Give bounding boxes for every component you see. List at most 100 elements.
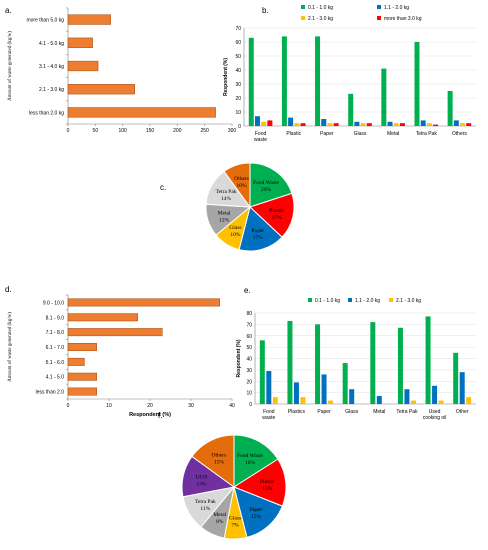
bar-b xyxy=(393,123,399,126)
category-label-b: Others xyxy=(452,131,468,137)
legend-swatch-e xyxy=(389,298,393,302)
bar-b xyxy=(267,120,273,126)
bar-e xyxy=(287,320,293,404)
slice-value-f: 15% xyxy=(251,514,262,520)
y-tick-label-b: 0 xyxy=(238,124,241,130)
y-axis-title-d: Amount of waste generated (kg/w) xyxy=(8,312,13,382)
y-tick-label-b: 10 xyxy=(235,110,241,116)
bar-b xyxy=(327,123,333,126)
category-label-b: Metal xyxy=(387,131,399,137)
x-tick-label-a: 100 xyxy=(118,128,127,134)
category-label-e: Tetra Pak xyxy=(396,409,418,415)
legend-swatch-e xyxy=(348,298,352,302)
category-label-e: Plastics xyxy=(288,409,306,415)
bar-b xyxy=(460,123,466,126)
pie-slice-c xyxy=(238,206,283,252)
pie-slice-c xyxy=(223,162,251,209)
slice-value-c: 17% xyxy=(272,215,283,221)
panel-label-b: b. xyxy=(262,6,269,15)
category-label-e: cooking oil xyxy=(423,415,447,421)
slice-label-f: UCO xyxy=(196,475,208,481)
legend-label-b: 1.1 - 2.0 kg xyxy=(384,5,409,11)
category-label-a: 3.1 - 4.0 kg xyxy=(39,64,64,70)
bar-b xyxy=(466,123,472,126)
category-label-d: less than 2.0 xyxy=(36,390,65,396)
x-tick-label-a: 50 xyxy=(93,128,99,134)
bar-b xyxy=(321,119,327,126)
category-label-e: Glass xyxy=(345,409,358,415)
bar-b xyxy=(360,123,366,126)
panel-label-a: a. xyxy=(5,6,12,15)
category-label-d: 6.1 - 7.0 xyxy=(46,345,65,351)
y-axis-title-a: Amount of waste generated (kg/w) xyxy=(8,31,13,101)
bar-a xyxy=(67,107,216,118)
y-tick-label-e: 30 xyxy=(246,368,252,374)
y-tick-label-e: 0 xyxy=(249,402,252,408)
bar-a xyxy=(67,14,111,25)
panel-label-d: d. xyxy=(5,285,12,294)
category-label-b: Tetra Pak xyxy=(416,131,438,137)
legend-label-e: 1.1 - 2.0 kg xyxy=(355,298,380,304)
panel-label-f: f. xyxy=(158,411,162,420)
bar-b xyxy=(381,68,387,126)
y-tick-label-e: 60 xyxy=(246,334,252,340)
bar-e xyxy=(438,400,444,404)
bar-b xyxy=(447,91,453,126)
y-tick-label-e: 80 xyxy=(246,311,252,317)
category-label-d: 5.1 - 6.0 xyxy=(46,360,65,366)
slice-label-c: Metal xyxy=(218,210,231,216)
y-tick-label-e: 10 xyxy=(246,391,252,397)
bar-a xyxy=(67,60,99,72)
category-label-b: Plastic xyxy=(286,131,301,137)
pie-slice-f xyxy=(233,486,283,538)
slice-value-f: 15% xyxy=(214,459,225,465)
slice-label-c: Food Waste xyxy=(253,180,279,186)
bar-b xyxy=(453,120,459,126)
bar-b xyxy=(366,123,372,126)
bar-e xyxy=(404,389,410,404)
slice-value-f: 15% xyxy=(262,486,273,492)
bar-b xyxy=(348,93,354,126)
slice-label-f: Glass xyxy=(229,515,241,521)
bar-e xyxy=(259,340,265,404)
x-tick-label-d: 30 xyxy=(188,403,194,409)
y-axis-title-e: Respondent (%) xyxy=(236,339,242,377)
bar-e xyxy=(397,327,403,404)
pie-slice-c xyxy=(249,162,293,208)
bar-b xyxy=(354,121,360,126)
bar-e xyxy=(272,397,278,404)
legend-swatch-b xyxy=(377,5,381,9)
bar-e xyxy=(266,371,272,404)
bar-e xyxy=(328,400,334,404)
slice-label-f: Metal xyxy=(213,512,226,518)
category-label-d: 8.1 - 9.0 xyxy=(46,315,65,321)
legend-swatch-b xyxy=(377,16,381,20)
bar-e xyxy=(425,316,431,404)
legend-swatch-e xyxy=(308,298,312,302)
category-label-e: Paper xyxy=(317,409,331,415)
bar-e xyxy=(321,374,327,404)
y-tick-label-e: 50 xyxy=(246,345,252,351)
category-label-b: Glass xyxy=(354,131,367,137)
bar-b xyxy=(420,120,426,126)
category-label-b: Food xyxy=(255,131,267,137)
bar-b xyxy=(300,123,306,126)
y-tick-label-e: 70 xyxy=(246,322,252,328)
slice-value-f: 16% xyxy=(245,460,256,466)
bar-e xyxy=(315,324,321,404)
bar-d xyxy=(67,343,97,351)
pie-slice-c xyxy=(249,192,295,238)
x-tick-label-d: 0 xyxy=(67,403,70,409)
category-label-b: Paper xyxy=(320,131,334,137)
bar-b xyxy=(399,123,405,126)
bar-e xyxy=(370,322,376,404)
bar-b xyxy=(248,37,254,126)
bar-e xyxy=(466,397,472,404)
x-tick-label-a: 300 xyxy=(228,128,237,134)
slice-value-f: 11% xyxy=(200,506,210,512)
bar-d xyxy=(67,372,97,381)
category-label-e: Food xyxy=(263,409,275,415)
slice-value-c: 10% xyxy=(230,232,241,238)
bar-b xyxy=(426,123,432,126)
